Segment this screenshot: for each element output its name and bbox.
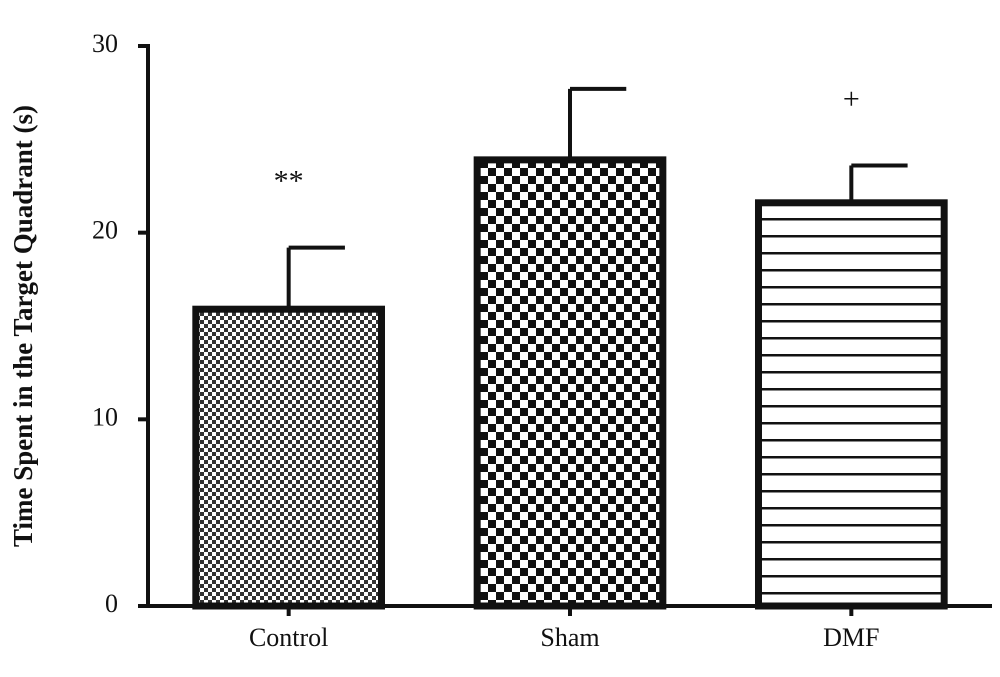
annotation: ** xyxy=(274,164,304,197)
y-tick-label: 10 xyxy=(92,402,118,431)
bar xyxy=(754,199,948,610)
bar xyxy=(473,156,667,610)
y-axis-label: Time Spent in the Target Quadrant (s) xyxy=(8,105,38,547)
y-tick-label: 0 xyxy=(105,589,118,618)
y-tick-label: 20 xyxy=(92,216,118,245)
y-tick-label: 30 xyxy=(92,29,118,58)
bar xyxy=(192,305,386,610)
x-tick-label: Control xyxy=(249,623,328,652)
x-tick-label: DMF xyxy=(823,623,879,652)
annotation: + xyxy=(843,82,860,115)
x-tick-label: Sham xyxy=(540,623,599,652)
